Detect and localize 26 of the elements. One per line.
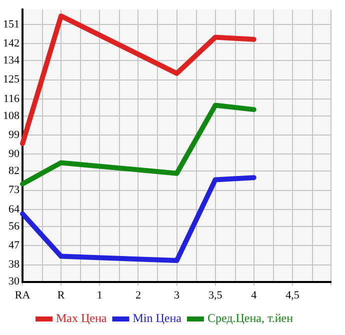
y-tick-label: 64 [8,203,20,216]
y-tick-label: 73 [8,184,20,196]
y-tick-label: 134 [3,54,20,67]
x-tick-label: 3 [174,289,180,302]
y-tick-label: 99 [8,128,20,141]
y-tick-label: 56 [8,220,20,232]
y-tick-label: 90 [8,148,20,160]
legend-label: Min Цена [132,311,182,326]
y-tick-label: 47 [8,240,20,252]
y-tick-label: 151 [3,18,20,30]
x-tick-label: 4,5 [286,289,300,302]
legend-label: Max Цена [56,311,108,326]
y-tick-label: 116 [3,92,20,105]
y-tick-label: 82 [8,165,20,178]
y-tick-label: 108 [3,110,20,122]
x-tick-label: 1 [96,289,102,302]
x-tick-label: 3,5 [208,289,223,302]
y-tick-label: 125 [3,74,20,86]
y-tick-label: 30 [8,276,20,288]
x-tick-label: 2 [135,289,141,302]
y-tick-label: 142 [3,38,20,50]
x-tick-label: 4 [251,289,258,302]
x-tick-label: R [57,289,66,302]
legend-label: Сред.Цена, т.йен [207,311,294,326]
y-tick-label: 38 [8,258,20,271]
x-tick-label: RA [14,289,30,302]
